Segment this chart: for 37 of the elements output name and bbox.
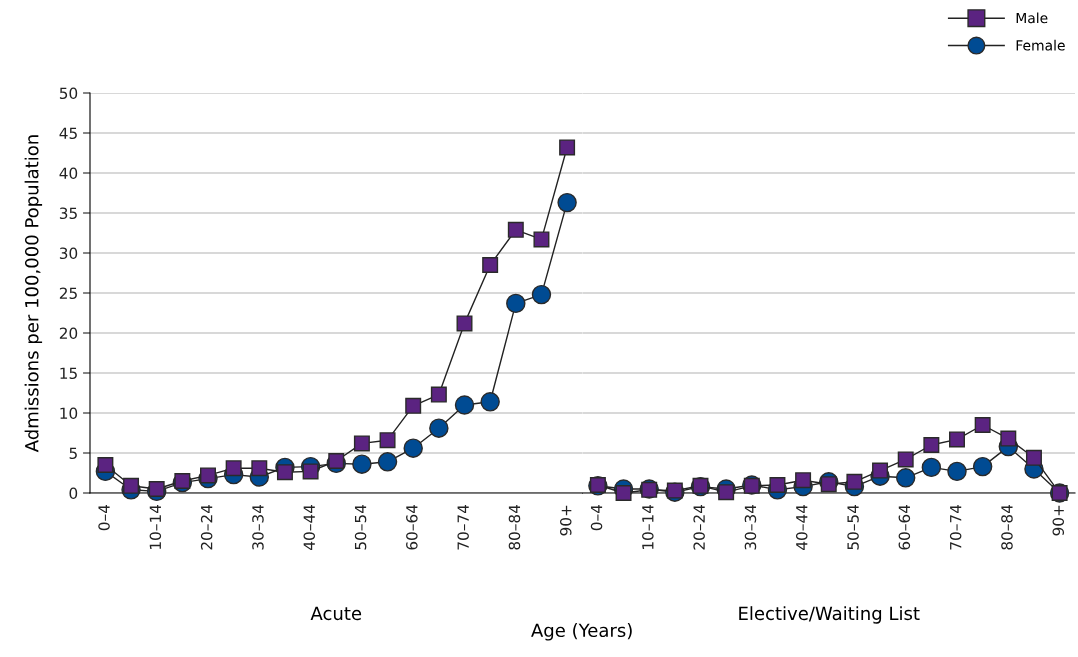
x-tick-label: 90+ [559,505,572,536]
x-tick-label: 30–34 [744,504,757,550]
x-tick-label: 20–24 [200,504,213,550]
y-axis-title: Admissions per 100,000 Population [24,135,43,453]
y-tick-label: 25 [59,287,77,300]
x-tick-label: 70–74 [949,504,962,550]
y-tick-label: 40 [59,167,78,180]
y-tick-label: 15 [60,367,77,380]
legend-label: Female [1016,39,1065,51]
x-tick-label: 90+ [1052,505,1065,536]
x-tick-label: 70–74 [457,504,469,550]
y-tick-label: 10 [60,407,78,420]
x-tick-label: 20–24 [693,504,705,550]
y-tick-label: 35 [59,207,77,220]
x-tick-label: 60–64 [898,504,911,550]
y-tick-label: 20 [59,327,78,340]
y-tick-label: 30 [59,247,78,260]
x-tick-label: 0–4 [98,504,110,531]
x-tick-label: 50–54 [847,504,859,550]
x-tick-label: 10–14 [642,504,654,549]
legend-label: Male [1016,12,1048,24]
y-tick-label: 50 [59,87,78,100]
x-tick-label: 40–44 [795,504,808,550]
y-tick-label: 0 [69,487,78,500]
y-tick-label: 45 [59,127,77,140]
x-tick-label: 0–4 [590,504,603,531]
x-axis-title: Acute [310,606,362,621]
text: Age (Years) [531,623,632,641]
x-tick-label: 60–64 [406,504,418,550]
x-tick-label: 40–44 [303,504,316,550]
x-tick-label: 10–14 [149,504,162,549]
x-tick-label: 80–84 [508,504,521,550]
x-axis-title: Elective/Waiting List [739,606,920,624]
y-tick-label: 5 [69,447,77,460]
x-tick-label: 50–54 [354,504,367,550]
x-tick-label: 80–84 [1001,504,1013,550]
x-tick-label: 30–34 [252,504,264,550]
